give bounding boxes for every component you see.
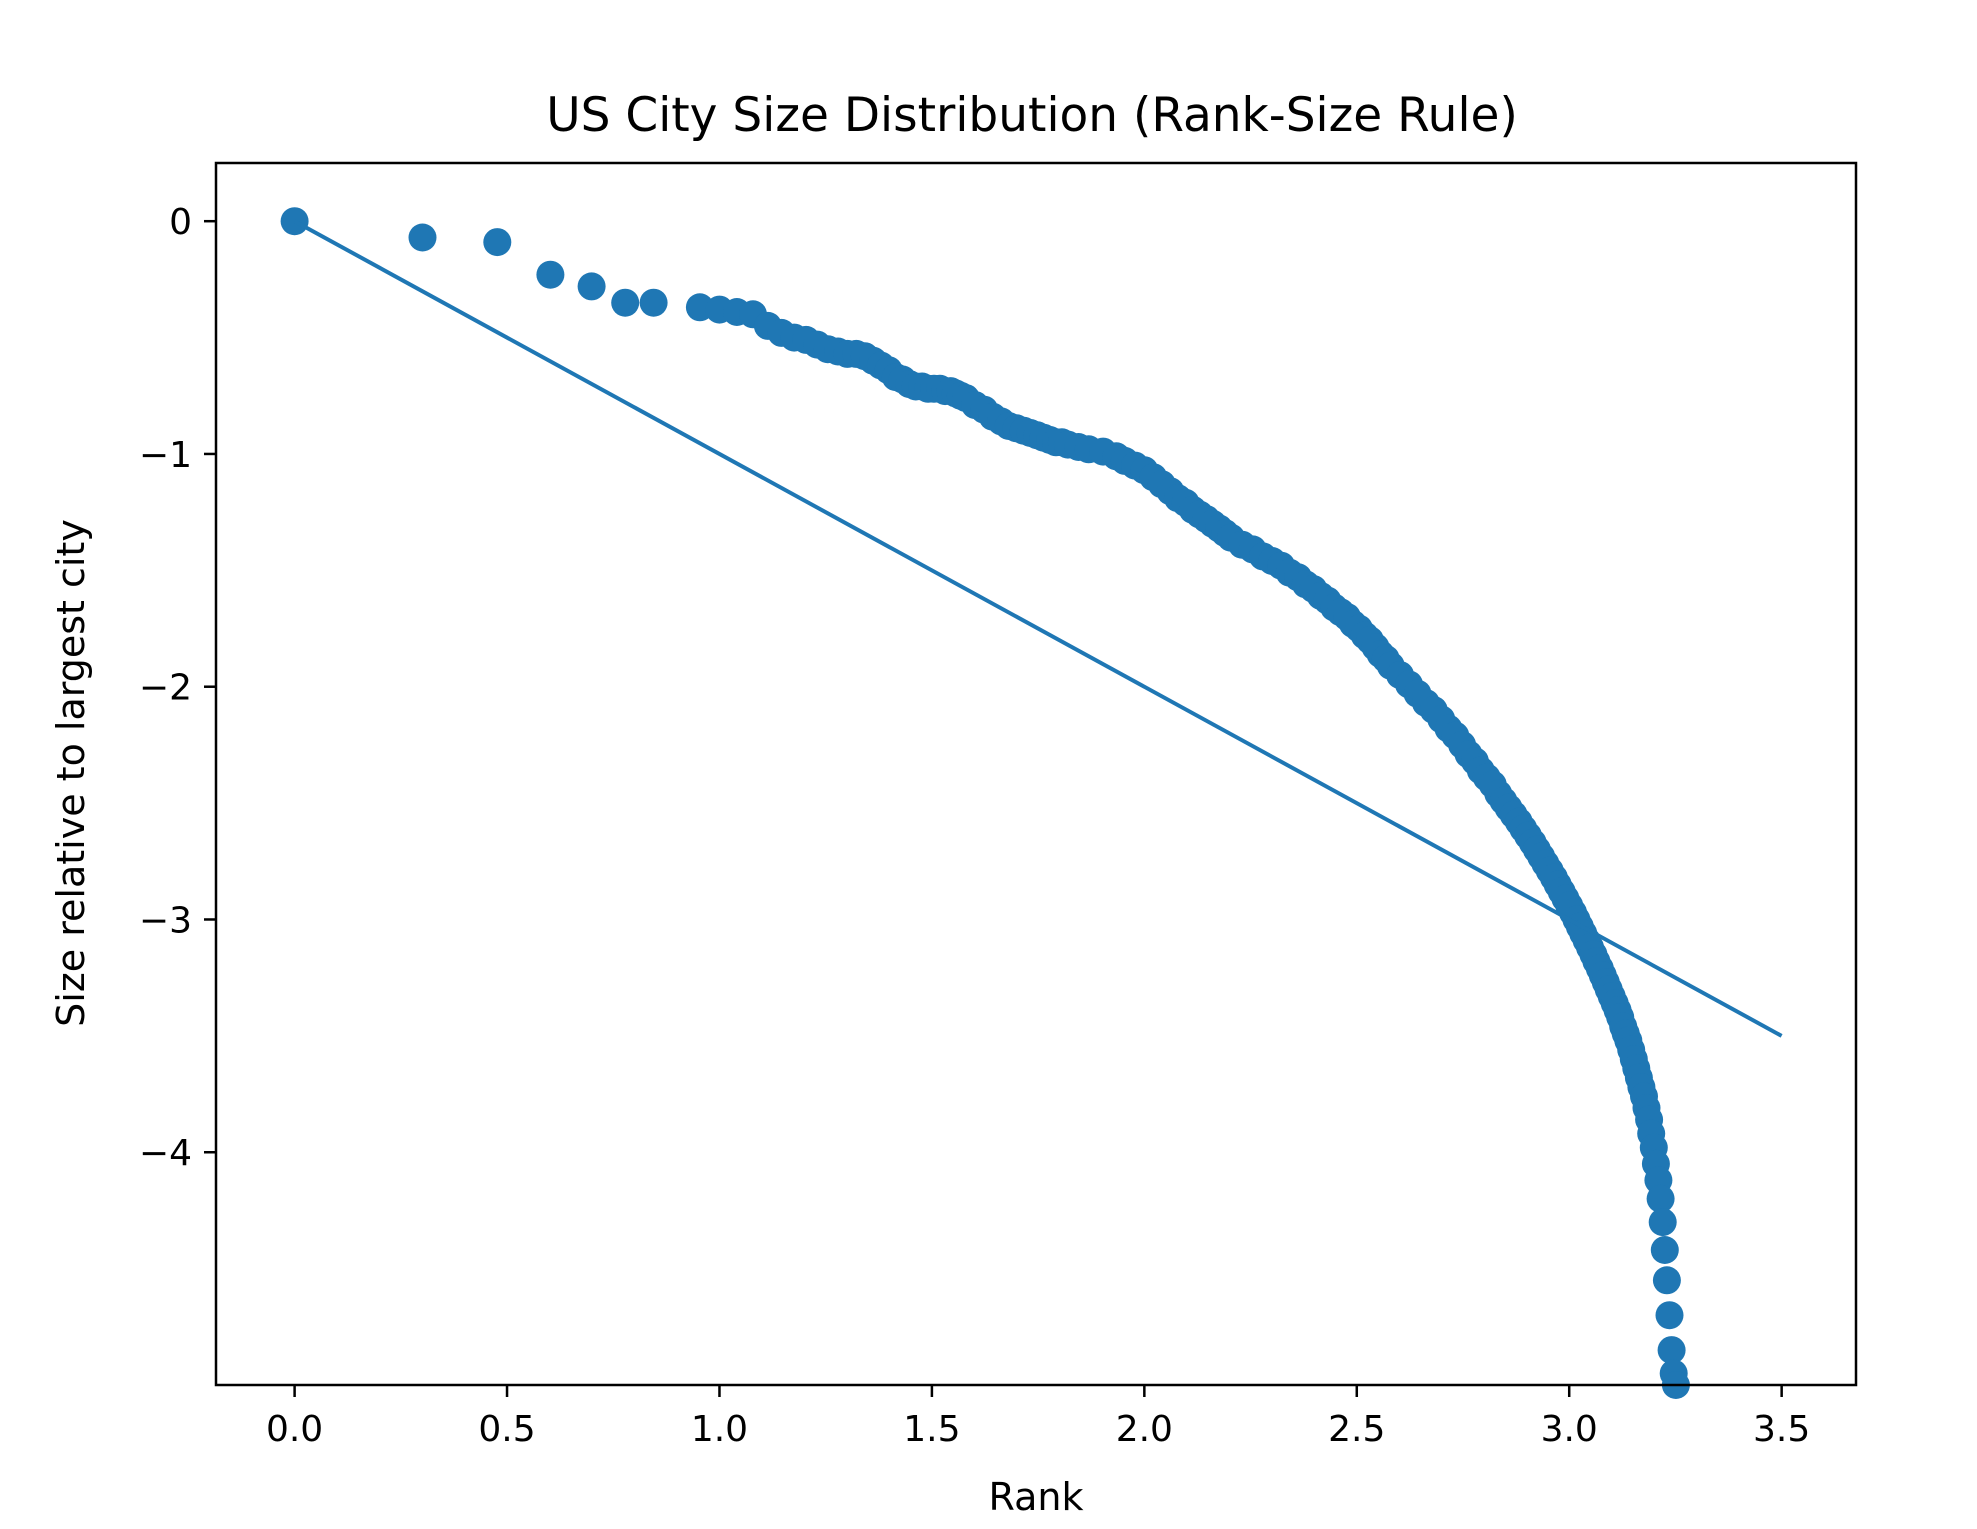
y-axis: 0 −1 −2 −3 −4	[139, 202, 216, 1174]
x-tick-label: 1.0	[691, 1409, 748, 1450]
axes-frame	[214, 161, 1858, 1387]
x-axis: 0.0 0.5 1.0 1.5 2.0 2.5 3.0 3.5	[266, 1385, 1810, 1450]
fit-line	[293, 219, 1783, 1038]
y-tick-label: −2	[139, 668, 192, 709]
x-tick-label: 0.0	[266, 1409, 323, 1450]
scatter-point	[639, 288, 668, 317]
x-tick-label: 3.5	[1753, 1409, 1810, 1450]
scatter-point	[1650, 1236, 1679, 1264]
scatter-point	[1657, 1336, 1686, 1365]
y-tick-label: 0	[169, 202, 192, 243]
x-tick-label: 2.5	[1328, 1409, 1385, 1450]
chart-title: US City Size Distribution (Rank-Size Rul…	[546, 88, 1518, 143]
x-tick-label: 1.5	[903, 1409, 960, 1450]
y-axis-label: Size relative to largest city	[49, 519, 93, 1027]
scatter-point	[1646, 1184, 1675, 1213]
x-tick-label: 3.0	[1541, 1409, 1598, 1450]
scatter-point	[1652, 1266, 1681, 1295]
scatter-point	[577, 272, 606, 301]
scatter-point	[408, 223, 437, 252]
x-tick-label: 2.0	[1116, 1409, 1173, 1450]
y-tick-label: −1	[139, 435, 192, 476]
plot-area	[280, 207, 1783, 1399]
scatter-point	[1655, 1301, 1684, 1330]
scatter-point	[483, 228, 512, 257]
x-axis-label: Rank	[989, 1475, 1084, 1519]
y-tick-label: −4	[139, 1133, 192, 1174]
scatter-point	[536, 260, 565, 289]
x-tick-label: 0.5	[478, 1409, 535, 1450]
scatter-point	[611, 288, 640, 317]
y-tick-label: −3	[139, 900, 192, 941]
scatter-point	[1648, 1208, 1677, 1237]
